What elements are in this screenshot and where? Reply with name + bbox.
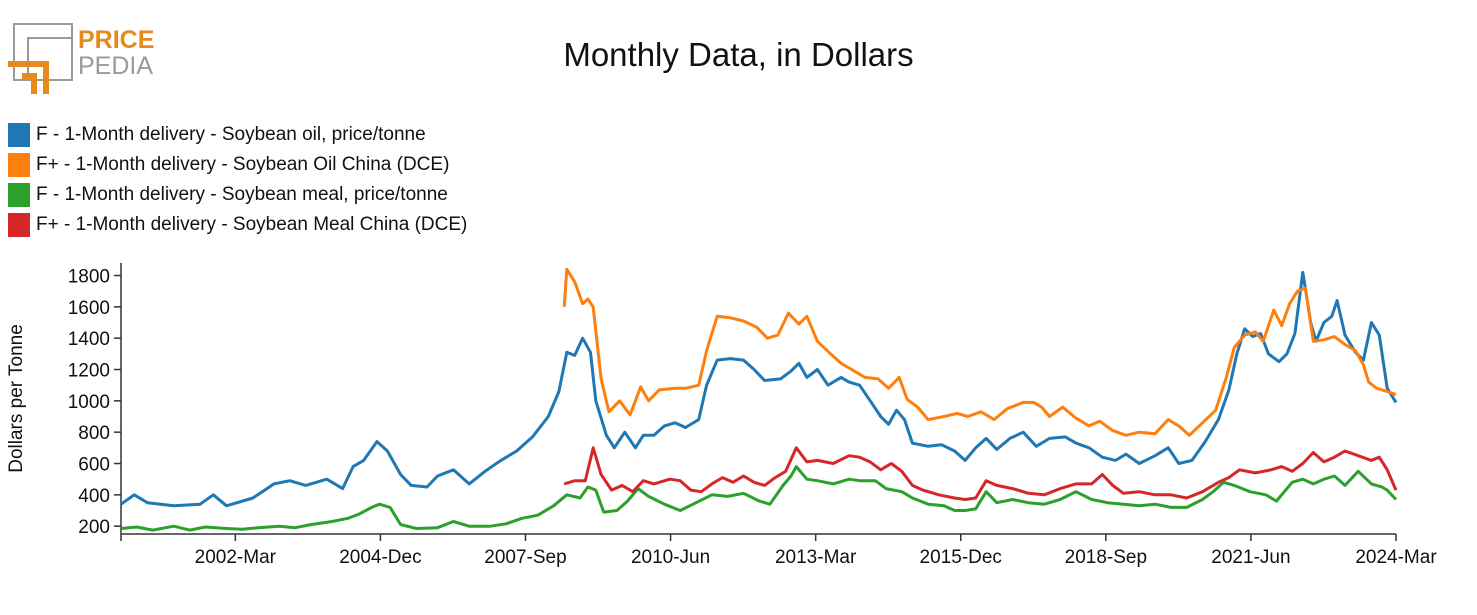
logo-text-price: PRICE: [78, 26, 154, 54]
series-line-soybean-oil-china[interactable]: [562, 267, 1397, 437]
legend-swatch-soybean-oil: [8, 123, 30, 147]
legend: F - 1-Month delivery - Soybean oil, pric…: [8, 120, 467, 240]
legend-item-soybean-meal-china[interactable]: F+ - 1-Month delivery - Soybean Meal Chi…: [8, 210, 467, 240]
y-tick-label: 1600: [68, 298, 110, 319]
x-tick-label: 2024-Mar: [1355, 547, 1437, 568]
x-tick-label: 2013-Mar: [775, 547, 857, 568]
y-axis-label: Dollars per Tonne: [6, 324, 27, 473]
legend-label-soybean-meal: F - 1-Month delivery - Soybean meal, pri…: [36, 184, 448, 205]
series-line-soybean-meal[interactable]: [120, 465, 1398, 532]
legend-swatch-soybean-meal: [8, 183, 30, 207]
x-tick-label: 2004-Dec: [339, 547, 421, 568]
legend-swatch-soybean-oil-china: [8, 153, 30, 177]
pricepedia-logo: PRICE PEDIA: [8, 23, 154, 94]
legend-item-soybean-meal[interactable]: F - 1-Month delivery - Soybean meal, pri…: [8, 180, 467, 210]
legend-label-soybean-oil-china: F+ - 1-Month delivery - Soybean Oil Chin…: [36, 154, 450, 175]
chart-title: Monthly Data, in Dollars: [563, 36, 914, 73]
y-tick-label: 1200: [68, 361, 110, 382]
x-axis: 2002-Mar 2004-Dec 2007-Sep 2010-Jun 2013-Mar…: [120, 533, 1437, 568]
series-layer: [120, 267, 1398, 532]
legend-item-soybean-oil[interactable]: F - 1-Month delivery - Soybean oil, pric…: [8, 120, 467, 150]
x-tick-label: 2010-Jun: [631, 547, 710, 568]
y-tick-label: 1000: [68, 392, 110, 413]
y-axis: 200 400 600 800 1000 1200 1400 1600 1800: [68, 263, 122, 538]
x-tick-label: 2018-Sep: [1065, 547, 1147, 568]
x-tick-label: 2021-Jun: [1211, 547, 1290, 568]
legend-label-soybean-oil: F - 1-Month delivery - Soybean oil, pric…: [36, 124, 426, 145]
y-tick-label: 1400: [68, 329, 110, 350]
y-tick-label: 800: [78, 423, 110, 444]
logo-inner-frame-icon: [27, 37, 73, 81]
logo-orange-bracket-icon: [8, 61, 49, 94]
y-tick-label: 600: [78, 455, 110, 476]
x-tick-label: 2007-Sep: [484, 547, 566, 568]
legend-item-soybean-oil-china[interactable]: F+ - 1-Month delivery - Soybean Oil Chin…: [8, 150, 467, 180]
y-tick-label: 400: [78, 486, 110, 507]
x-tick-label: 2015-Dec: [920, 547, 1002, 568]
logo-text-pedia: PEDIA: [78, 52, 153, 80]
x-tick-label: 2002-Mar: [195, 547, 277, 568]
logo-orange-bracket-small-icon: [22, 73, 37, 94]
y-tick-label: 1800: [68, 267, 110, 288]
series-line-soybean-oil[interactable]: [120, 270, 1398, 508]
legend-swatch-soybean-meal-china: [8, 213, 30, 237]
legend-label-soybean-meal-china: F+ - 1-Month delivery - Soybean Meal Chi…: [36, 214, 468, 235]
y-tick-label: 200: [78, 517, 110, 538]
series-line-soybean-meal-china[interactable]: [563, 446, 1398, 501]
